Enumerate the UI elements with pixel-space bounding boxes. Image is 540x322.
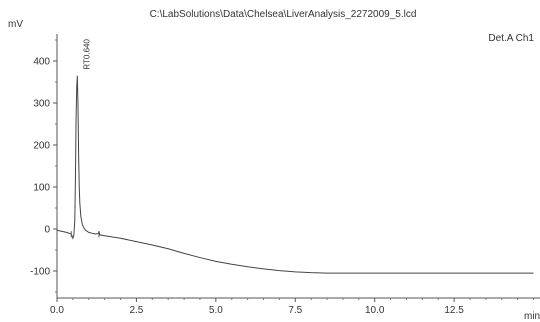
x-tick-label: 7.5	[288, 305, 302, 316]
x-axis-ticks: 0.0 2.5 5.0 7.5 10.0 12.5	[50, 298, 535, 316]
peak-retention-label: RT0.640	[82, 39, 91, 70]
x-tick-label: 2.5	[129, 305, 143, 316]
y-tick-label: 400	[33, 57, 50, 68]
x-tick-label: 5.0	[209, 305, 223, 316]
x-axis-unit-label: min	[524, 311, 540, 322]
chromatogram-trace	[56, 75, 534, 274]
chart-title: C:\LabSolutions\Data\Chelsea\LiverAnalys…	[150, 9, 417, 20]
x-tick-label: 10.0	[365, 305, 385, 316]
y-tick-label: 200	[33, 141, 50, 152]
y-tick-label: 0	[44, 225, 50, 236]
x-tick-label: 0.0	[50, 305, 64, 316]
annotation-layer: RT0.640	[82, 39, 91, 70]
y-tick-label: -100	[30, 267, 50, 278]
x-tick-label: 12.5	[444, 305, 464, 316]
y-axis-ticks: -100 0 100 200 300 400	[30, 39, 57, 293]
channel-label: Det.A Ch1	[488, 33, 534, 44]
plot-area	[56, 34, 540, 299]
series-layer	[56, 75, 534, 274]
y-tick-label: 300	[33, 99, 50, 110]
y-tick-label: 100	[33, 183, 50, 194]
y-axis-unit-label: mV	[8, 19, 23, 30]
